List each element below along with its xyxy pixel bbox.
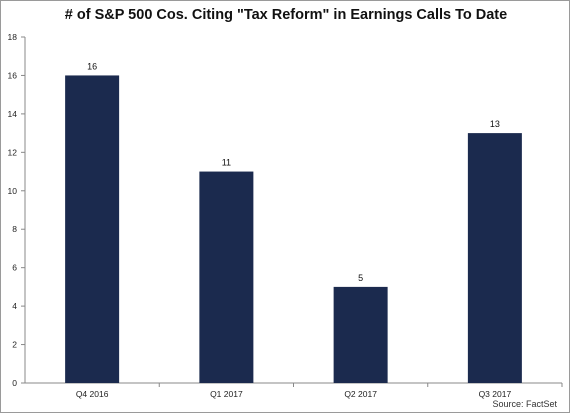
y-tick-label: 0: [12, 378, 17, 388]
bar: [333, 286, 388, 383]
x-tick-label: Q2 2017: [344, 389, 377, 399]
bar: [199, 171, 254, 383]
y-tick-label: 4: [12, 301, 17, 311]
data-label: 11: [222, 158, 231, 168]
x-tick-label: Q4 2016: [76, 389, 109, 399]
y-tick-label: 18: [8, 32, 18, 42]
data-label: 16: [87, 61, 97, 71]
y-tick-label: 10: [8, 186, 18, 196]
y-tick-label: 12: [8, 147, 18, 157]
y-tick-label: 2: [12, 340, 17, 350]
x-tick-label: Q1 2017: [210, 389, 243, 399]
y-tick-label: 14: [8, 109, 18, 119]
y-tick-label: 8: [12, 224, 17, 234]
x-tick-label: Q3 2017: [479, 389, 512, 399]
y-tick-label: 6: [12, 263, 17, 273]
bar: [467, 133, 522, 383]
data-label: 5: [358, 273, 363, 283]
source-note: Source: FactSet: [492, 399, 557, 409]
data-label: 13: [490, 119, 500, 129]
bar: [65, 75, 120, 383]
y-tick-label: 16: [8, 70, 18, 80]
chart-title: # of S&P 500 Cos. Citing "Tax Reform" in…: [64, 7, 508, 23]
